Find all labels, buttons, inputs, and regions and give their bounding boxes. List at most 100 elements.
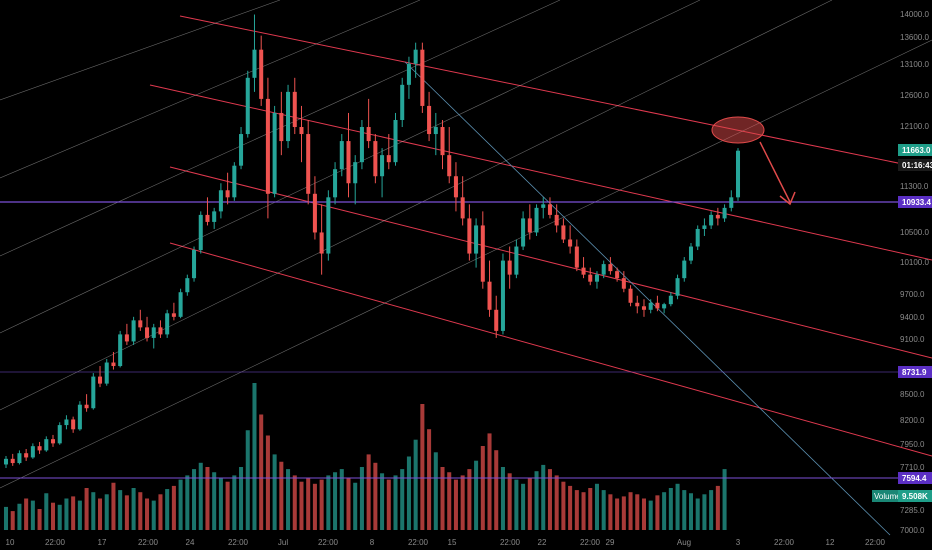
volume-bar <box>534 471 539 530</box>
candle-body <box>675 278 680 296</box>
volume-bar <box>30 500 35 530</box>
volume-bar <box>682 490 687 530</box>
volume-bar <box>84 488 89 530</box>
candle-body <box>393 119 398 163</box>
x-tick-label: 10 <box>6 538 15 547</box>
candle-body <box>440 127 445 156</box>
volume-bar <box>601 490 606 530</box>
last-price-badge: 11663.0 <box>902 146 931 155</box>
candle-body <box>494 309 499 331</box>
candle-body <box>333 169 338 198</box>
candle-body <box>319 232 324 254</box>
candle-body <box>668 295 673 305</box>
volume-bar <box>245 430 250 530</box>
volume-bar <box>37 509 42 530</box>
x-tick-label: 15 <box>448 538 457 547</box>
volume-bar <box>709 490 714 530</box>
y-tick-label: 10500.0 <box>900 228 929 237</box>
candle-body <box>312 193 317 233</box>
candle-body <box>615 271 620 279</box>
down-arrow-head <box>779 191 796 206</box>
candle-body <box>198 214 203 251</box>
candle-body <box>574 246 579 268</box>
volume-bar <box>292 475 297 530</box>
volume-bar <box>588 488 593 530</box>
volume-bar <box>71 496 76 530</box>
x-tick-label: 3 <box>736 538 741 547</box>
volume-bar <box>628 492 633 530</box>
candle-body <box>98 376 103 384</box>
volume-value-bg <box>898 490 932 502</box>
volume-bar <box>259 414 264 530</box>
candle-body <box>272 112 277 194</box>
candle-body <box>178 292 183 317</box>
candle-body <box>386 155 391 163</box>
candle-body <box>628 288 633 303</box>
candle-body <box>265 98 270 194</box>
candle-body <box>104 362 109 384</box>
volume-bar <box>527 477 532 530</box>
candle-body <box>239 134 244 166</box>
candle-body <box>447 155 452 177</box>
candle-body <box>688 246 694 261</box>
candle-body <box>252 49 257 78</box>
volume-bar <box>635 494 640 530</box>
candle-body <box>71 419 76 430</box>
volume-bar <box>111 482 116 530</box>
candle-body <box>84 404 89 409</box>
candle-body <box>111 362 116 367</box>
volume-bar <box>541 464 546 530</box>
volume-bar <box>57 504 62 530</box>
volume-bar <box>594 483 599 530</box>
y-tick-label: 7950.0 <box>900 440 925 449</box>
diagonal-line <box>404 61 891 536</box>
fan-line <box>0 0 281 101</box>
volume-bar <box>333 472 338 530</box>
candle-body <box>373 141 378 177</box>
candle-body <box>621 278 626 289</box>
candle-body <box>151 327 156 338</box>
volume-bar <box>124 495 129 530</box>
x-tick-label: 29 <box>606 538 615 547</box>
candle-body <box>366 127 371 142</box>
candle-body <box>715 214 720 219</box>
candle-body <box>30 446 35 458</box>
volume-bar <box>373 462 378 530</box>
volume-bar <box>185 475 190 530</box>
y-tick-label: 9700.0 <box>900 290 925 299</box>
volume-bar <box>668 488 673 530</box>
y-tick-label: 12100.0 <box>900 122 929 131</box>
candle-body <box>306 134 311 194</box>
x-tick-label: Aug <box>677 538 691 547</box>
level-badge-10933: 10933.4 <box>902 198 931 207</box>
volume-bar <box>265 435 270 530</box>
candle-body <box>527 218 532 233</box>
candle-body <box>3 458 9 465</box>
y-tick-label: 9100.0 <box>900 335 925 344</box>
volume-bar <box>131 488 136 530</box>
volume-bar <box>158 494 163 530</box>
volume-bar <box>500 467 505 530</box>
volume-bar <box>406 456 411 530</box>
volume-bar <box>326 475 331 530</box>
volume-bar <box>453 479 458 530</box>
volume-bar <box>514 479 519 530</box>
volume-bar <box>178 479 183 530</box>
volume-bar <box>433 452 438 530</box>
volume-bar <box>574 490 579 530</box>
price-axis[interactable]: 14000.0 13600.0 13100.0 12600.0 12100.0 11300… <box>900 10 929 535</box>
volume-bar <box>44 493 49 530</box>
x-tick-label: Jul <box>278 538 288 547</box>
candle-body <box>138 320 143 328</box>
y-tick-label: 11300.0 <box>900 182 929 191</box>
volume-label-bg <box>872 490 898 502</box>
channel-line <box>179 15 932 171</box>
volume-bar <box>440 467 445 530</box>
x-tick-label: 22:00 <box>865 538 886 547</box>
time-axis[interactable]: 10 22:00 17 22:00 24 22:00 Jul 22:00 8 22:00 15 22:… <box>6 538 886 547</box>
x-tick-label: 22:00 <box>774 538 795 547</box>
candle-body <box>427 105 432 135</box>
volume-bar <box>312 483 317 530</box>
